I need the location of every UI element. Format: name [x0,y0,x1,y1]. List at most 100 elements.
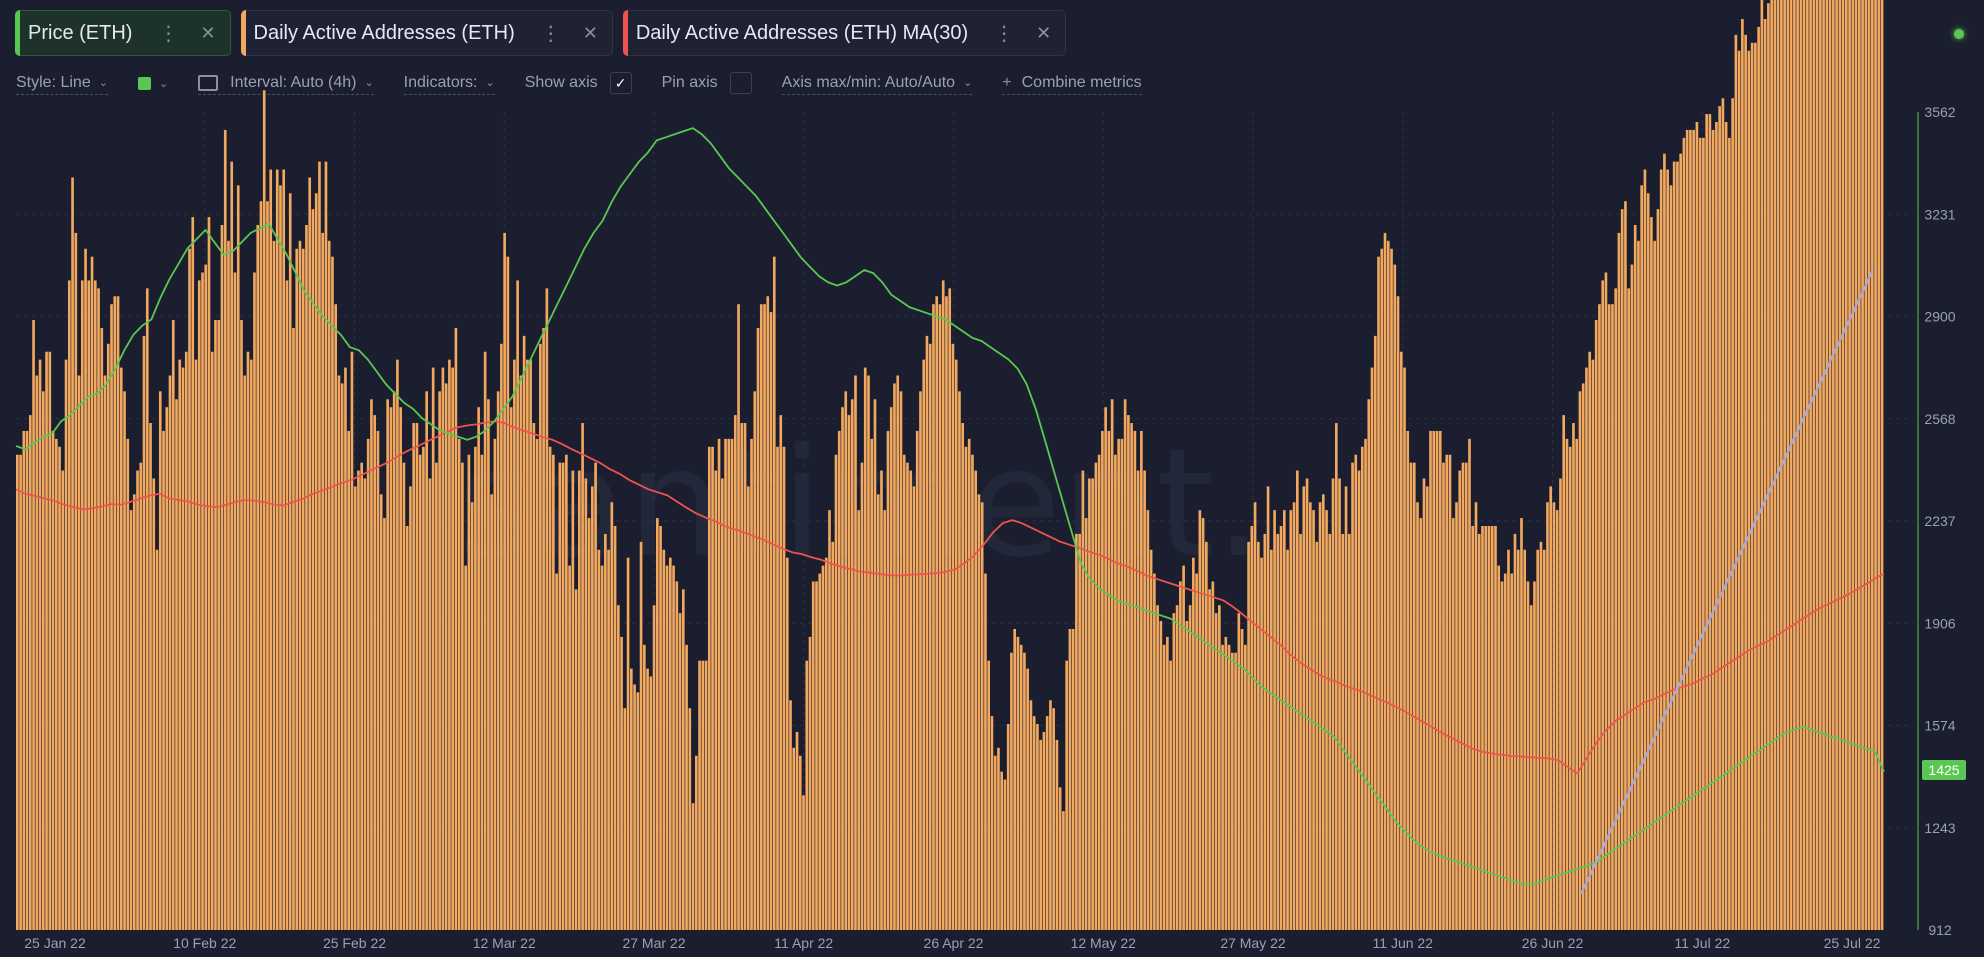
daily-active-addresses-bar [526,359,529,930]
color-picker[interactable]: ⌄ [137,76,168,92]
interval-dropdown[interactable]: Interval: Auto (4h) ⌄ [198,74,374,95]
daily-active-addresses-bar [1646,193,1650,931]
daily-active-addresses-bar [1812,0,1816,931]
more-options-icon[interactable]: ⋮ [540,22,561,45]
tab-price-eth[interactable]: Price (ETH) ⋮ ✕ [15,10,231,56]
daily-active-addresses-bar [717,438,721,930]
daily-active-addresses-bar [1143,470,1146,930]
daily-active-addresses-bar [607,549,610,930]
daily-active-addresses-bar [542,327,545,931]
daily-active-addresses-bar [132,494,136,930]
daily-active-addresses-bar [383,518,386,930]
daily-active-addresses-bar [113,296,117,930]
close-icon[interactable]: ✕ [582,22,598,43]
daily-active-addresses-bar [45,351,48,931]
daily-active-addresses-bar [64,359,68,930]
combine-metrics-button[interactable]: + Combine metrics [1002,74,1142,95]
show-axis-checkbox[interactable]: ✓ [609,72,632,94]
daily-active-addresses-bar [1315,541,1319,930]
daily-active-addresses-bar [824,557,828,930]
daily-active-addresses-bar [1104,407,1107,930]
daily-active-addresses-bar [1208,589,1211,930]
y-tick-label: 2568 [1924,411,1955,427]
daily-active-addresses-bar [1796,0,1799,931]
daily-active-addresses-bar [652,605,656,930]
style-dropdown[interactable]: Style: Line ⌄ [16,74,108,95]
daily-active-addresses-bar [1663,153,1666,930]
daily-active-addresses-bar [961,423,965,930]
pin-axis-checkbox[interactable] [729,72,752,94]
more-options-icon[interactable]: ⋮ [158,22,179,45]
daily-active-addresses-bar [769,312,773,930]
more-options-icon[interactable]: ⋮ [994,22,1015,45]
daily-active-addresses-bar [1140,430,1143,930]
daily-active-addresses-bar [811,581,815,930]
daily-active-addresses-bar [1289,510,1293,930]
daily-active-addresses-bar [1016,636,1020,930]
tab-daily-active-addresses-ma30[interactable]: Daily Active Addresses (ETH) MA(30) ⋮ ✕ [622,10,1067,56]
daily-active-addresses-bar [1325,510,1328,930]
daily-active-addresses-bar [100,327,104,931]
daily-active-addresses-bar [896,375,900,930]
daily-active-addresses-bar [1565,438,1569,930]
tab-daily-active-addresses[interactable]: Daily Active Addresses (ETH) ⋮ ✕ [240,10,613,56]
daily-active-addresses-bar [740,423,744,930]
daily-active-addresses-bar [818,573,822,930]
daily-active-addresses-bar [1257,541,1260,930]
daily-active-addresses-bar [1321,494,1325,930]
daily-active-addresses-bar [145,288,149,931]
daily-active-addresses-bar [48,351,52,931]
daily-active-addresses-bar [1425,486,1429,930]
daily-active-addresses-bar [1718,106,1721,930]
daily-active-addresses-bar [444,383,448,930]
price-eth-line [15,127,1885,886]
daily-active-addresses-bar [766,296,770,930]
daily-active-addresses-bar [412,423,415,930]
daily-active-addresses-bar [285,280,289,930]
daily-active-addresses-bar [1575,438,1579,930]
x-tick-label: 10 Feb 22 [173,935,236,951]
daily-active-addresses-bar [366,438,370,930]
axis-minmax-dropdown[interactable]: Axis max/min: Auto/Auto ⌄ [781,74,973,95]
daily-active-addresses-bar [1819,0,1822,931]
daily-active-addresses-bar [353,486,357,930]
daily-active-addresses-bar [162,430,165,930]
daily-active-addresses-bar [298,240,302,930]
daily-active-addresses-bar [344,367,347,930]
daily-active-addresses-bar [1880,0,1884,930]
daily-active-addresses-bar [1461,462,1465,930]
daily-active-addresses-bar [555,573,558,930]
daily-active-addresses-bar [578,470,581,930]
current-price-label: 1425 [1928,762,1959,778]
daily-active-addresses-bar [987,660,991,930]
daily-active-addresses-bar [1689,129,1692,931]
daily-active-addresses-bar [1364,438,1367,930]
daily-active-addresses-bar [1747,50,1751,930]
daily-active-addresses-bar [266,201,269,931]
daily-active-addresses-bar [1637,240,1640,930]
daily-active-addresses-bar [1123,399,1127,930]
pin-axis-toggle[interactable]: Pin axis [662,72,752,96]
indicators-dropdown[interactable]: Indicators: ⌄ [403,74,495,95]
x-tick-label: 25 Jan 22 [24,935,86,951]
y-tick-label: 1574 [1924,718,1955,734]
daily-active-addresses-bar [1731,98,1734,931]
close-icon[interactable]: ✕ [1036,22,1052,43]
show-axis-toggle[interactable]: Show axis ✓ [525,72,632,96]
daily-active-addresses-bar [181,367,185,930]
daily-active-addresses-bar [1172,613,1176,930]
daily-active-addresses-bar [954,359,958,930]
show-axis-label: Show axis [524,74,598,91]
close-icon[interactable]: ✕ [200,22,216,43]
daily-active-addresses-bar [175,399,178,930]
x-tick-label: 26 Jun 22 [1522,935,1584,951]
daily-active-addresses-bar [1692,129,1695,931]
daily-active-addresses-bar [1598,304,1601,930]
daily-active-addresses-bar [275,169,279,930]
daily-active-addresses-bar [1526,581,1530,930]
daily-active-addresses-bar [1640,185,1643,930]
daily-active-addresses-bar [1516,549,1520,930]
daily-active-addresses-bar [1539,541,1543,930]
daily-active-addresses-bar [256,224,260,931]
